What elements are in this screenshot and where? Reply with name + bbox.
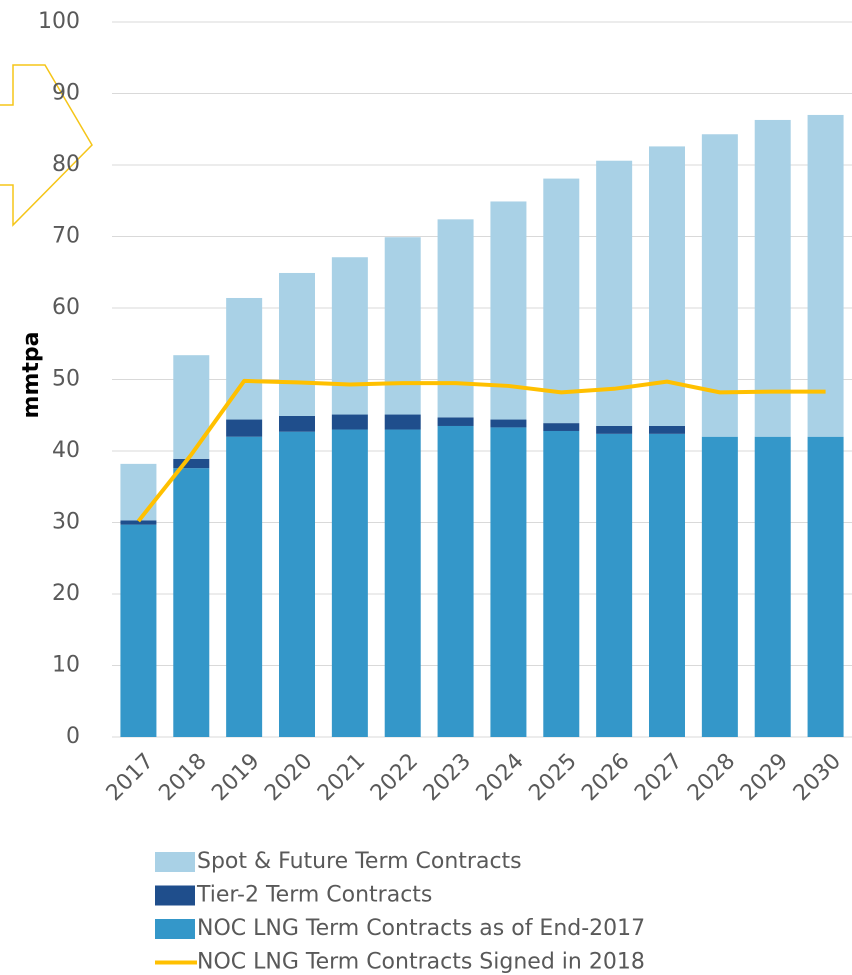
bar-segment <box>437 417 474 426</box>
y-axis-label: mmtpa <box>19 332 44 419</box>
y-tick-label: 90 <box>52 81 80 106</box>
bar-segment <box>543 423 580 431</box>
bar-segment <box>331 414 368 430</box>
bar-segment <box>649 433 685 737</box>
x-tick-label: 2020 <box>260 749 317 806</box>
bar-segment <box>596 433 633 737</box>
y-tick-label: 80 <box>52 152 80 177</box>
y-tick-label: 0 <box>66 724 80 749</box>
x-tick-label: 2018 <box>154 749 211 806</box>
bar-segment <box>807 436 844 737</box>
bar-segment <box>226 436 263 737</box>
y-tick-label: 20 <box>52 581 80 606</box>
x-tick-label: 2024 <box>472 749 529 806</box>
x-tick-label: 2025 <box>524 749 581 806</box>
legend-swatch <box>155 885 195 906</box>
bar-segment <box>226 419 263 437</box>
y-tick-label: 40 <box>52 438 80 463</box>
x-tick-label: 2021 <box>313 749 370 806</box>
bar-segment <box>279 415 315 432</box>
bar-segment <box>173 355 210 459</box>
bar-segment <box>596 425 633 434</box>
bar-segment <box>490 419 527 428</box>
bar-segment <box>543 178 580 424</box>
arrow-outline <box>0 64 93 227</box>
bar-segment <box>754 119 791 437</box>
x-tick-label: 2023 <box>419 749 476 806</box>
bar-segment <box>807 114 844 437</box>
legend-label: NOC LNG Term Contracts as of End-2017 <box>197 916 645 941</box>
bar-segment <box>120 520 157 525</box>
bar-segment <box>437 425 474 737</box>
bar-segment <box>596 160 633 426</box>
y-tick-label: 70 <box>52 224 80 249</box>
legend-label: NOC LNG Term Contracts Signed in 2018 <box>197 950 645 975</box>
bar-segment <box>384 414 421 430</box>
x-tick-label: 2030 <box>789 749 846 806</box>
bar-segment <box>331 257 368 415</box>
line-series <box>136 378 826 523</box>
bar-segment <box>543 430 580 737</box>
bar-segment <box>701 134 738 437</box>
x-tick-label: 2022 <box>366 749 423 806</box>
x-tick-label: 2028 <box>683 749 740 806</box>
bar-segment <box>437 219 474 418</box>
y-tick-label: 50 <box>52 367 80 392</box>
legend-swatch <box>155 919 195 939</box>
x-tick-label: 2029 <box>736 749 793 806</box>
bar-segment <box>754 436 791 737</box>
bar-segment <box>649 425 685 434</box>
bar-segment <box>279 272 315 416</box>
bar-segment <box>384 429 421 737</box>
bar-segment <box>331 429 368 737</box>
y-tick-label: 30 <box>52 510 80 535</box>
x-tick-label: 2017 <box>102 749 159 806</box>
legend-label: Tier-2 Term Contracts <box>196 883 432 908</box>
bar-segment <box>701 436 738 737</box>
bar-segment <box>120 524 157 737</box>
x-tick-label: 2026 <box>577 749 634 806</box>
bar-segment <box>649 146 685 426</box>
legend-label: Spot & Future Term Contracts <box>197 849 522 874</box>
bar-segment <box>279 431 315 737</box>
bar-segment <box>490 427 527 737</box>
bar-segment <box>384 237 421 415</box>
y-tick-label: 100 <box>38 9 80 34</box>
bar-segment <box>173 468 210 737</box>
bar-segment <box>120 463 157 521</box>
x-tick-label: 2027 <box>630 749 687 806</box>
y-tick-label: 10 <box>52 653 80 678</box>
x-tick-label: 2019 <box>207 749 264 806</box>
bar-segment <box>490 201 527 420</box>
y-tick-label: 60 <box>52 295 80 320</box>
legend-swatch <box>155 852 195 872</box>
bar-segment <box>173 458 210 469</box>
